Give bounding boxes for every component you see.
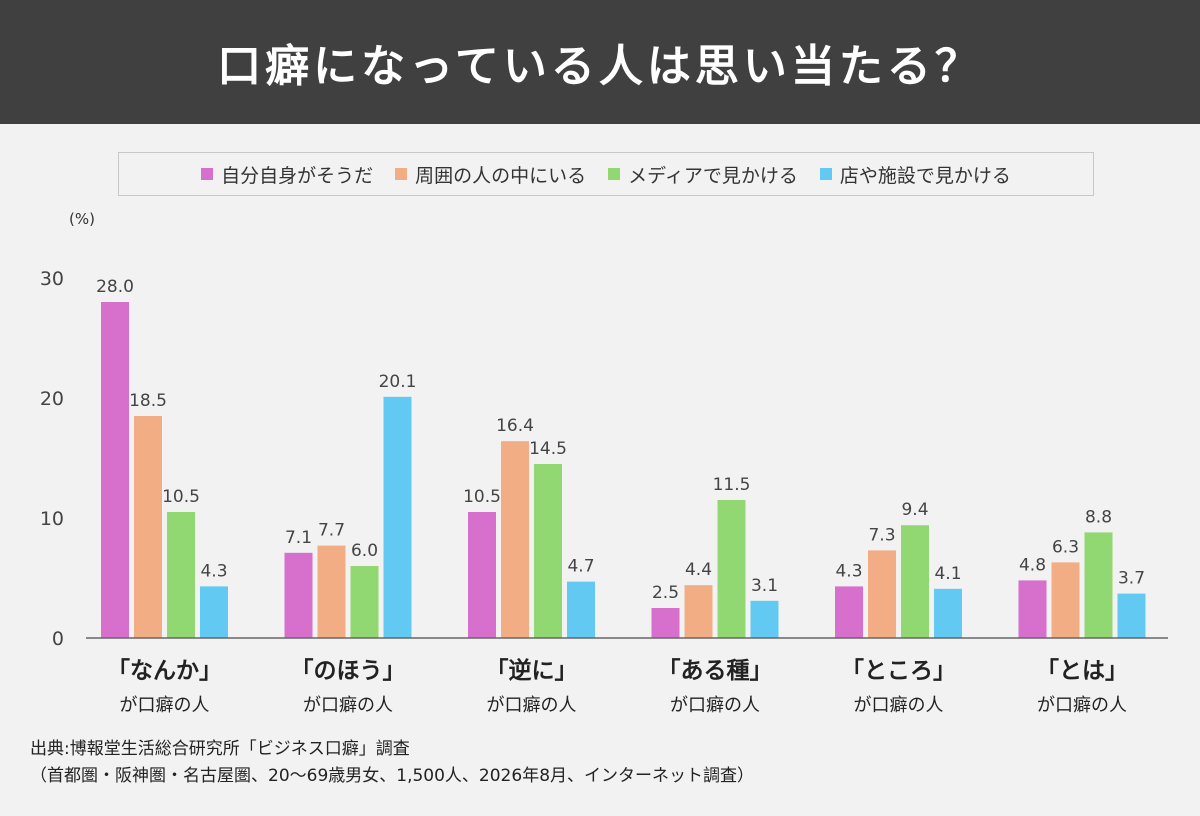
bar xyxy=(317,545,346,638)
bar xyxy=(1117,593,1146,638)
bar xyxy=(1051,562,1080,638)
category-label: 「のほう」 xyxy=(291,658,406,684)
category-label: 「とは」 xyxy=(1036,658,1128,684)
bar-value-label: 3.7 xyxy=(1118,569,1145,589)
bar-chart: (%) 0 10 20 30 28.0 18.5 10.5 4.3 7.1 7.7 6.0 20.1… xyxy=(40,210,1168,716)
bar-value-label: 8.8 xyxy=(1085,507,1112,527)
category-sublabel: が口癖の人 xyxy=(854,695,944,716)
bar xyxy=(750,600,779,638)
bar xyxy=(684,585,713,638)
bar xyxy=(501,441,529,638)
bar-value-label: 4.8 xyxy=(1019,555,1046,575)
category-label: 「ところ」 xyxy=(841,658,956,684)
bar-value-label: 6.3 xyxy=(1052,537,1079,557)
y-axis-unit: (%) xyxy=(69,210,95,228)
bar xyxy=(383,396,412,638)
legend-item-media: メディアで見かける xyxy=(608,161,798,188)
bar xyxy=(567,581,595,638)
legend-item-store: 店や施設で見かける xyxy=(819,161,1011,188)
y-tick-label: 0 xyxy=(52,628,64,650)
bar-value-label: 3.1 xyxy=(751,576,778,596)
y-tick-label: 20 xyxy=(40,388,64,410)
page-title: 口癖になっている人は思い当たる？ xyxy=(217,41,983,92)
bar-value-label: 20.1 xyxy=(379,372,417,392)
legend-swatch-around xyxy=(395,168,408,180)
bar xyxy=(200,586,228,638)
category-label: 「逆に」 xyxy=(486,657,578,684)
legend-item-self: 自分自身がそうだ xyxy=(201,161,373,188)
legend-item-around: 周囲の人の中にいる xyxy=(395,161,586,188)
bar xyxy=(868,550,896,638)
bar-value-label: 7.3 xyxy=(868,525,895,545)
bar xyxy=(835,586,863,638)
legend-label-around: 周囲の人の中にいる xyxy=(415,164,587,187)
bar-value-label: 4.3 xyxy=(200,561,227,581)
bar xyxy=(350,566,379,638)
bar-value-label: 10.5 xyxy=(162,487,200,507)
bar-value-label: 28.0 xyxy=(96,277,134,297)
legend-label-store: 店や施設で見かける xyxy=(839,164,1011,187)
bar xyxy=(717,500,746,638)
source-line-1: 出典:博報堂生活総合研究所「ビジネス口癖」調査 xyxy=(30,739,410,759)
chart-legend: 自分自身がそうだ 周囲の人の中にいる メディアで見かける 店や施設で見かける xyxy=(118,152,1094,196)
bar-value-label: 4.3 xyxy=(835,561,862,581)
bar-value-label: 11.5 xyxy=(713,475,751,495)
bar-value-label: 2.5 xyxy=(652,583,679,603)
legend-label-self: 自分自身がそうだ xyxy=(221,164,374,187)
bar xyxy=(534,464,562,638)
bar-value-label: 4.4 xyxy=(685,560,712,580)
bar-value-label: 10.5 xyxy=(463,487,501,507)
bar-value-label: 18.5 xyxy=(129,391,167,411)
legend-label-media: メディアで見かける xyxy=(628,164,798,187)
y-tick-label: 10 xyxy=(40,508,64,530)
title-banner: 口癖になっている人は思い当たる？ xyxy=(0,0,1200,124)
bar-value-label: 7.7 xyxy=(318,521,345,541)
bar xyxy=(284,552,313,638)
bar xyxy=(901,525,929,638)
bar xyxy=(468,512,496,638)
bar xyxy=(651,608,680,638)
category-sublabel: が口癖の人 xyxy=(487,695,577,716)
bar xyxy=(1084,532,1113,638)
bar xyxy=(101,302,129,638)
category-sublabel: が口癖の人 xyxy=(1037,695,1127,716)
legend-swatch-media xyxy=(608,168,621,180)
category-sublabel: が口癖の人 xyxy=(120,695,210,716)
source-note: 出典:博報堂生活総合研究所「ビジネス口癖」調査 （首都圏・阪神圏・名古屋圏、20… xyxy=(30,736,754,790)
category-sublabel: が口癖の人 xyxy=(303,695,393,716)
category-sublabel: が口癖の人 xyxy=(670,695,760,716)
source-line-2: （首都圏・阪神圏・名古屋圏、20〜69歳男女、1,500人、2026年8月、イン… xyxy=(30,766,755,786)
bar xyxy=(134,416,162,638)
bar-value-label: 14.5 xyxy=(529,439,567,459)
bar-value-label: 6.0 xyxy=(351,541,378,561)
bar-value-label: 4.7 xyxy=(567,557,594,577)
legend-swatch-self xyxy=(201,168,214,180)
bar-value-label: 4.1 xyxy=(934,564,961,584)
category-label: 「なんか」 xyxy=(107,658,222,684)
bar xyxy=(1018,580,1047,638)
bar xyxy=(167,512,195,638)
category-label: 「ある種」 xyxy=(658,658,773,684)
y-tick-label: 30 xyxy=(40,268,64,290)
legend-swatch-store xyxy=(819,168,832,180)
bar xyxy=(934,588,962,638)
bar-value-label: 7.1 xyxy=(285,528,312,548)
bar-value-label: 16.4 xyxy=(496,416,534,436)
bar-value-label: 9.4 xyxy=(901,500,928,520)
